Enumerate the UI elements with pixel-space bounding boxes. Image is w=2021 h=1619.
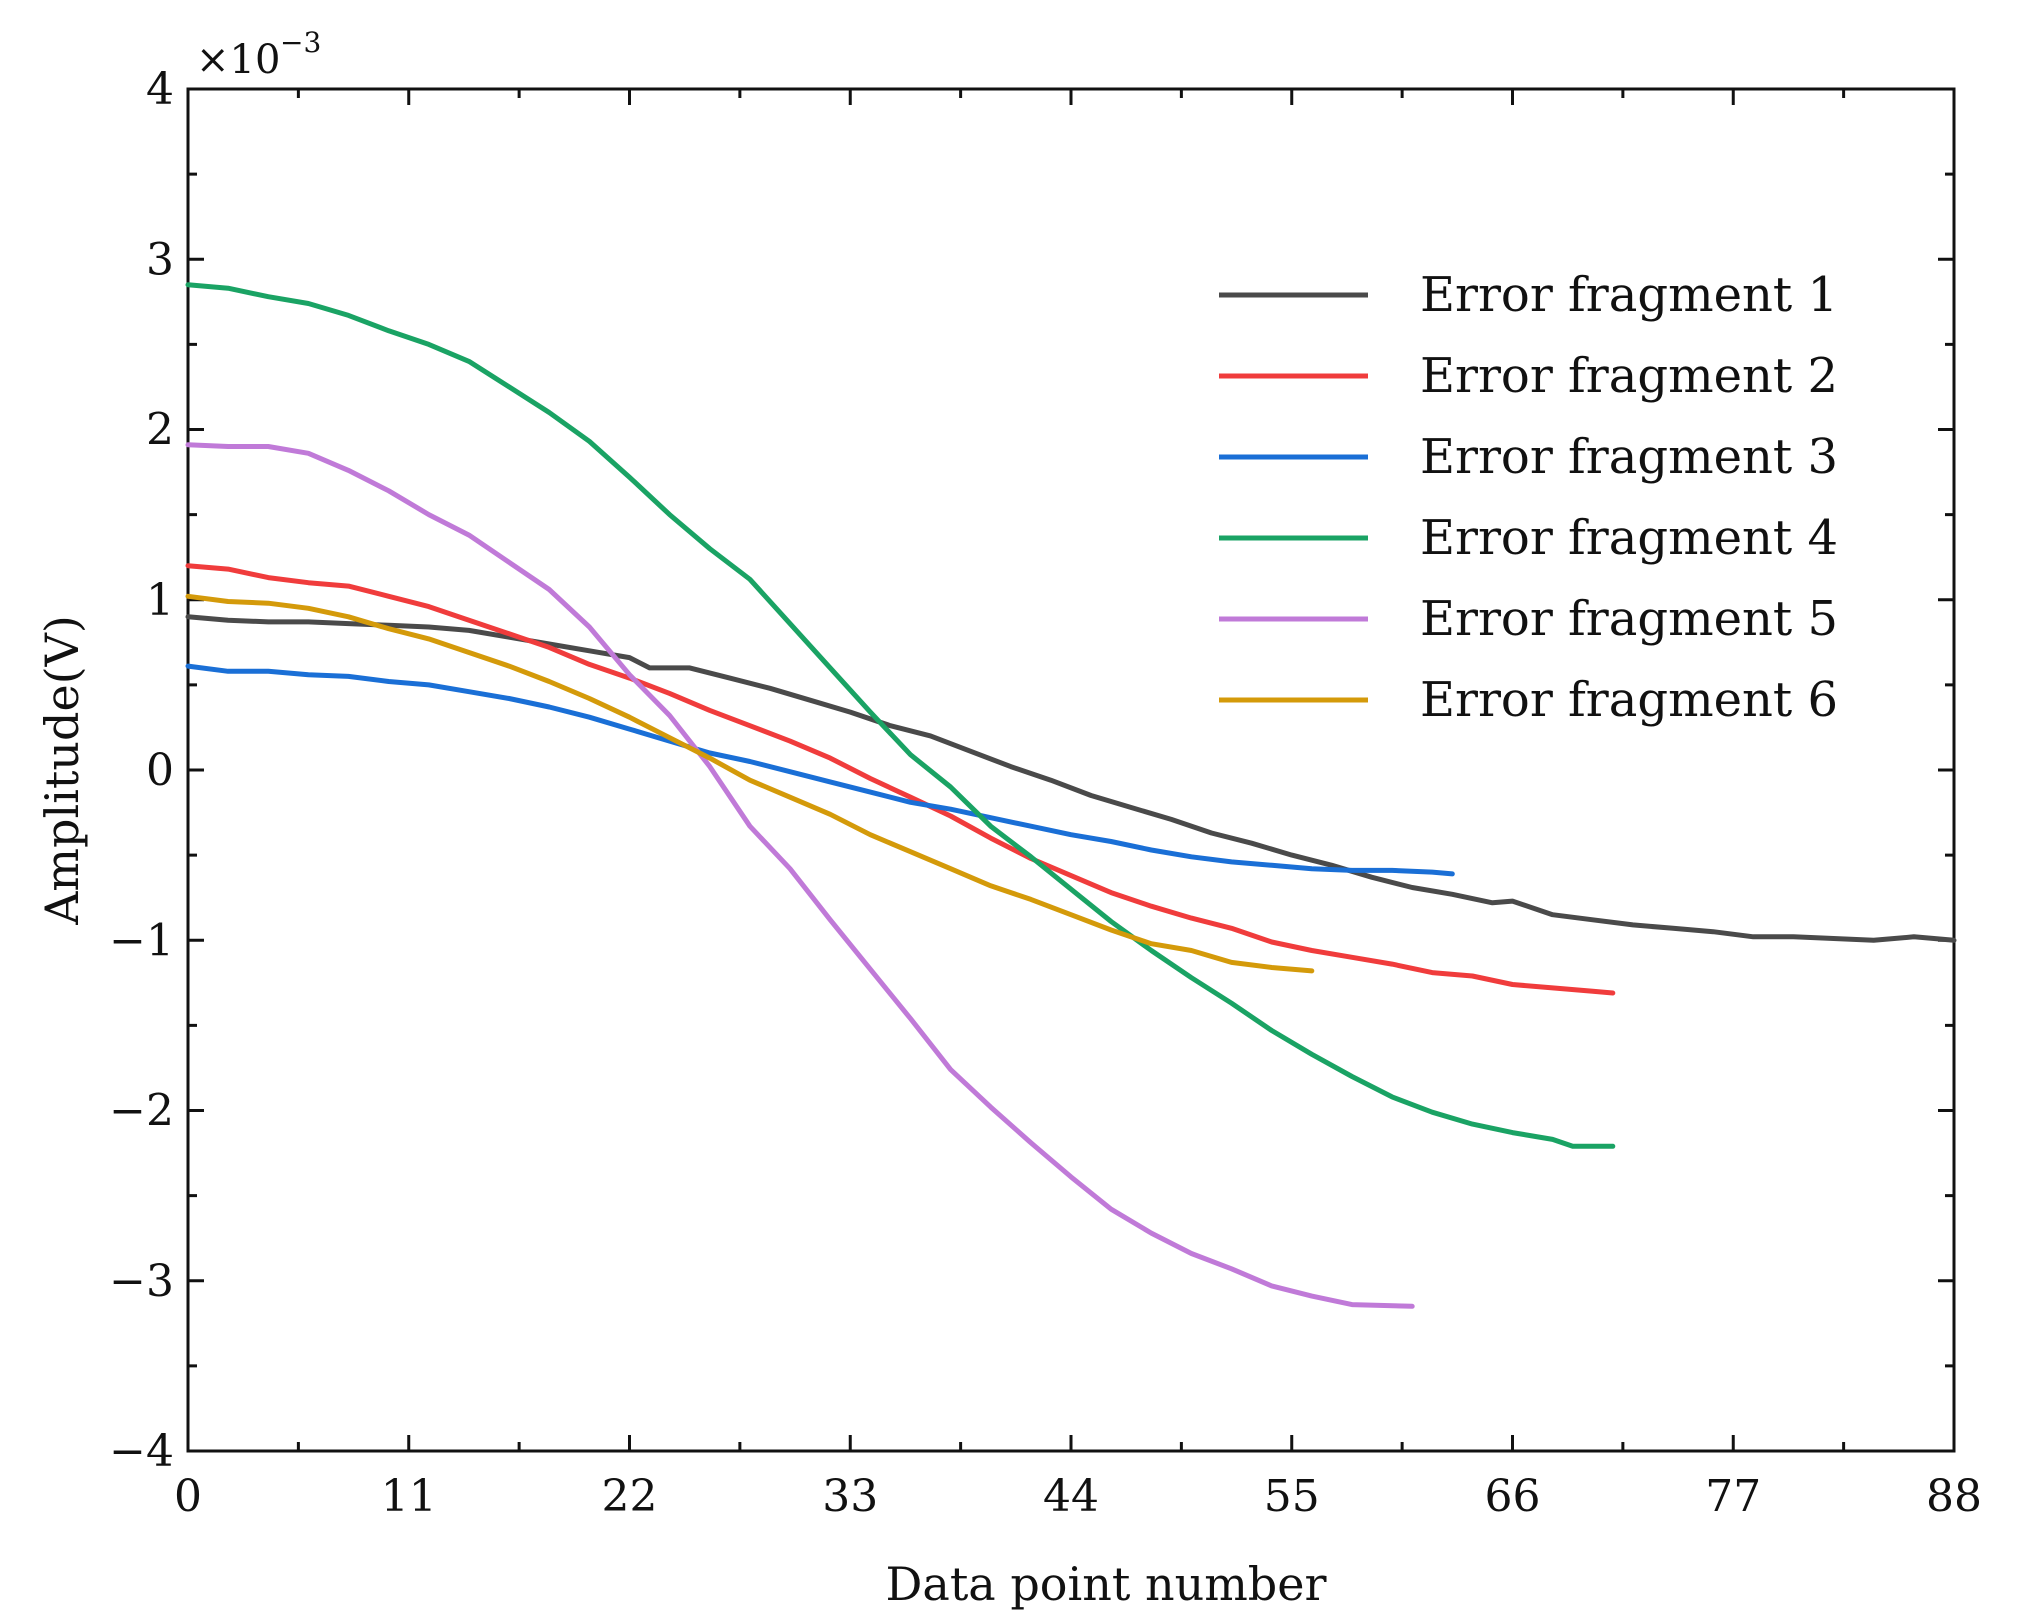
series-line-1 — [185, 614, 1957, 943]
series-line-4 — [185, 282, 1616, 1149]
x-tick-label: 44 — [1043, 1471, 1099, 1522]
x-tick-labels: 0 11 22 33 44 55 66 77 88 — [174, 1471, 1982, 1522]
legend: Error fragment 1 Error fragment 2 Error fr… — [1219, 267, 1838, 728]
y-tick-label: 4 — [146, 64, 174, 115]
x-axis-title: Data point number — [886, 1557, 1327, 1611]
y-tick-label: 2 — [146, 405, 174, 456]
legend-label-4: Error fragment 4 — [1420, 510, 1838, 566]
axis-ticks — [186, 87, 1956, 1453]
series-lines — [185, 282, 1957, 1309]
y-tick-label: 0 — [146, 745, 174, 796]
series-line-2 — [185, 563, 1616, 996]
x-tick-label: 55 — [1264, 1471, 1320, 1522]
y-tick-label: −3 — [109, 1256, 174, 1307]
series-line-6 — [185, 593, 1315, 974]
y-scale-prefix: ×10 — [196, 37, 280, 83]
y-tick-label: 3 — [146, 234, 174, 285]
y-tick-label: −2 — [109, 1086, 174, 1137]
legend-label-5: Error fragment 5 — [1420, 591, 1838, 647]
x-tick-label: 66 — [1485, 1471, 1541, 1522]
legend-label-3: Error fragment 3 — [1420, 429, 1838, 485]
series-line-5 — [185, 442, 1415, 1309]
legend-label-2: Error fragment 2 — [1420, 348, 1838, 404]
series-line-3 — [185, 663, 1455, 877]
y-tick-labels: 4 3 2 1 0 −1 −2 −3 −4 — [109, 64, 174, 1477]
legend-label-6: Error fragment 6 — [1420, 672, 1838, 728]
y-tick-label: −1 — [109, 915, 174, 966]
x-tick-label: 22 — [602, 1471, 658, 1522]
x-tick-label: 0 — [174, 1471, 202, 1522]
x-tick-label: 11 — [381, 1471, 437, 1522]
x-tick-label: 88 — [1926, 1471, 1982, 1522]
y-scale-exponent: −3 — [280, 26, 321, 59]
x-tick-label: 77 — [1705, 1471, 1761, 1522]
y-axis-title: Amplitude(V) — [35, 615, 89, 926]
x-tick-label: 33 — [822, 1471, 878, 1522]
y-tick-label: −4 — [109, 1426, 174, 1477]
y-tick-label: 1 — [146, 575, 174, 626]
legend-label-1: Error fragment 1 — [1420, 267, 1838, 323]
